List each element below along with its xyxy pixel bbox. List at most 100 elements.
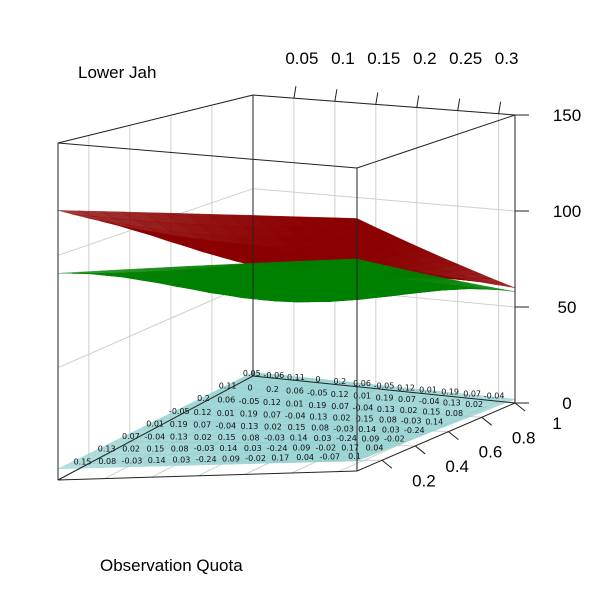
y-tick-mark xyxy=(514,402,526,412)
x-tick-label: 0.2 xyxy=(413,49,437,68)
surface-value-label: 0 xyxy=(248,383,253,392)
surface-value-label: 0.15 xyxy=(422,408,440,417)
surface-value-label: 0.04 xyxy=(366,443,384,452)
surface-value-label: -0.07 xyxy=(319,452,340,461)
surface-value-label: 0.06 xyxy=(353,379,371,388)
surface-value-label: -0.05 xyxy=(169,407,190,416)
surface-value-label: 0.08 xyxy=(98,457,116,466)
surface-value-label: 0.19 xyxy=(376,393,394,402)
grid-line-z xyxy=(57,94,516,144)
surface-value-label: 0.09 xyxy=(361,434,379,443)
x-tick-label: 0.05 xyxy=(285,49,318,68)
surface-value-label: -0.04 xyxy=(215,421,236,430)
surface-value-label: 0.06 xyxy=(217,396,235,405)
surface-layer xyxy=(57,210,516,469)
surface-facet xyxy=(484,289,516,292)
box-edge xyxy=(356,402,516,472)
surface-value-label: 0.02 xyxy=(400,406,418,415)
box-edge xyxy=(57,142,358,169)
surface-value-label: 0.03 xyxy=(314,434,332,443)
surface-value-label: 0.02 xyxy=(122,445,140,454)
surface-value-label: 0.08 xyxy=(171,444,189,453)
surface-8fcfcf xyxy=(57,372,516,469)
surface-value-label: 0.13 xyxy=(377,405,395,414)
surface-value-label: 0.13 xyxy=(170,433,188,442)
y-tick-mark xyxy=(448,431,459,441)
surface-value-label: 0.01 xyxy=(217,409,235,418)
surface-value-label: 0.15 xyxy=(356,415,374,424)
surface-value-label: 0.11 xyxy=(219,382,237,391)
surface-value-label: 0.2 xyxy=(334,377,347,386)
box-edge xyxy=(356,114,516,169)
x-tick-label: 0.3 xyxy=(495,49,519,68)
surface-value-label: 0 xyxy=(315,375,320,384)
surface-value-label: 0.19 xyxy=(170,420,188,429)
surface-value-label: 0.03 xyxy=(172,455,190,464)
surface-value-labels: 0.150.130.070.01-0.050.20.110.050.080.02… xyxy=(74,369,505,467)
surface-value-label: -0.06 xyxy=(264,371,285,380)
surface-value-label: 0.14 xyxy=(358,425,376,434)
surface-008000 xyxy=(57,258,516,303)
surface-value-label: -0.04 xyxy=(484,392,505,401)
surface-value-label: -0.05 xyxy=(374,381,395,390)
y-tick-label: 0.8 xyxy=(512,428,536,447)
surface-value-label: -0.24 xyxy=(267,444,288,453)
surface-value-label: 0.19 xyxy=(240,410,258,419)
surface-value-label: 0.08 xyxy=(445,409,463,418)
z-tick-label: 150 xyxy=(553,106,581,125)
surface-value-label: 0.05 xyxy=(243,369,261,378)
surface-value-label: 0.07 xyxy=(263,411,281,420)
x-tick-label: 0.1 xyxy=(331,49,355,68)
surface-value-label: 0.03 xyxy=(382,425,400,434)
surface-value-label: 0.15 xyxy=(288,423,306,432)
box-edge xyxy=(252,375,516,404)
surface-value-label: -0.04 xyxy=(353,404,374,413)
box-edge xyxy=(57,470,358,481)
x-tick-mark xyxy=(375,92,379,105)
x-tick-label: 0.25 xyxy=(449,49,482,68)
surface-value-label: 0.07 xyxy=(463,390,481,399)
surface-value-label: -0.24 xyxy=(196,455,217,464)
surface-value-label: -0.24 xyxy=(404,426,425,435)
surface-value-label: 0.08 xyxy=(242,433,260,442)
surface-value-label: 0.13 xyxy=(240,422,258,431)
surface-value-label: 0.1 xyxy=(348,452,361,461)
surface-value-label: -0.04 xyxy=(419,397,440,406)
surface-value-label: 0.13 xyxy=(309,413,327,422)
box-edge xyxy=(57,94,254,144)
y-tick-label: 0.6 xyxy=(479,443,503,462)
surface-value-label: 0.14 xyxy=(425,417,443,426)
surface-value-label: 0.09 xyxy=(292,444,310,453)
surface-value-label: 0.12 xyxy=(263,398,281,407)
surface-value-label: 0.19 xyxy=(441,387,459,396)
y-axis-title: Observation Quota xyxy=(100,556,243,575)
surface-value-label: 0.17 xyxy=(341,443,359,452)
y-tick-label: 0.4 xyxy=(445,457,469,476)
surface-value-label: 0.06 xyxy=(286,387,304,396)
surface-value-label: -0.03 xyxy=(401,417,422,426)
surface-value-label: 0.14 xyxy=(148,456,166,465)
surface-value-label: 0.01 xyxy=(146,420,164,429)
surface-value-label: 0.15 xyxy=(218,433,236,442)
surface-value-label: -0.04 xyxy=(145,432,166,441)
x-tick-mark xyxy=(498,101,502,114)
surface-value-label: 0.12 xyxy=(331,390,349,399)
surface-value-label: 0.09 xyxy=(222,454,240,463)
y-tick-mark xyxy=(381,459,393,469)
surface-value-label: 0.15 xyxy=(74,457,92,466)
surface-value-label: -0.24 xyxy=(336,434,357,443)
surface-value-label: 0.02 xyxy=(465,400,483,409)
surface-value-label: 0.2 xyxy=(197,394,210,403)
surface-value-label: 0.01 xyxy=(419,385,437,394)
surface-value-label: 0.07 xyxy=(398,395,416,404)
x-tick-mark xyxy=(457,98,461,111)
x-tick-label: 0.15 xyxy=(367,49,400,68)
tick-labels: 0.05 0.1 0.15 0.2 0.25 0.30.20.40.60.81050100… xyxy=(285,49,581,490)
y-tick-mark xyxy=(481,416,493,426)
surface-value-label: 0.11 xyxy=(287,373,305,382)
surface-value-label: 0.07 xyxy=(122,432,140,441)
z-tick-label: 100 xyxy=(553,202,581,221)
surface-value-label: 0.01 xyxy=(286,400,304,409)
surface-value-label: 0.17 xyxy=(271,453,289,462)
